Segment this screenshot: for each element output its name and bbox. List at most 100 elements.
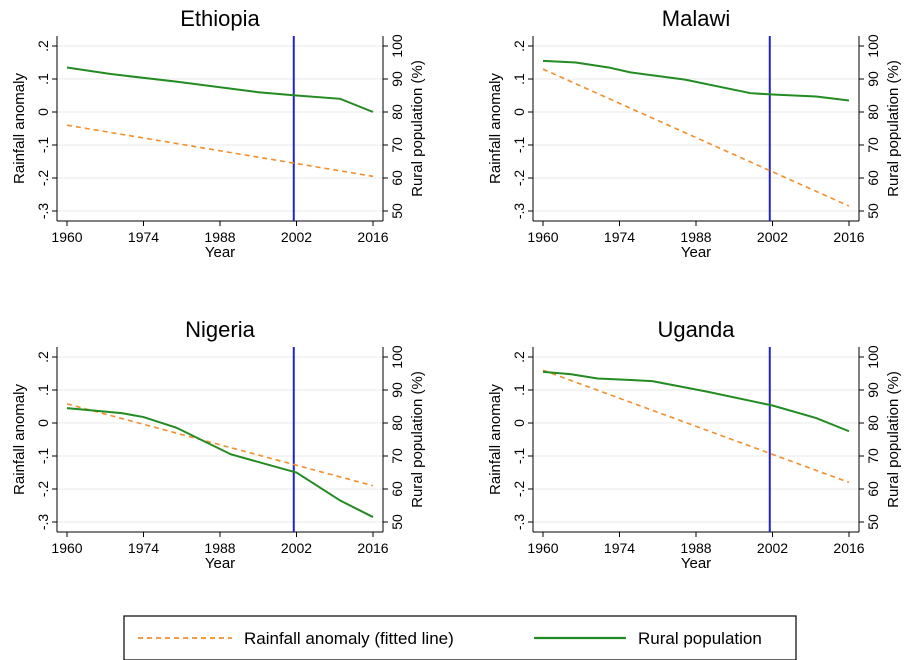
rainfall-anomaly-line: [66, 403, 374, 487]
x-tick-label: 2016: [833, 229, 864, 245]
y-axis-right-title: Rural population (%): [409, 60, 426, 197]
y-left-tick-label: -.3: [35, 514, 51, 531]
x-axis-title: Year: [205, 555, 235, 572]
rural-population-line: [66, 407, 374, 518]
x-tick-label: 1988: [204, 229, 235, 245]
panel-nigeria: .2 .1 0 -.1 -.2 -.3 100 90 80 70 60 50 1960 1974 1988 2…: [11, 317, 426, 572]
rural-population-line: [542, 370, 850, 433]
panel-title: Malawi: [662, 6, 730, 31]
y-right-tick-label: 50: [389, 514, 405, 530]
panel-uganda: .2 .1 0 -.1 -.2 -.3 100 90 80 70 60 50 1960 1974 1988 2…: [487, 317, 902, 572]
y-right-tick-label: 90: [865, 382, 881, 398]
x-tick-label: 1974: [128, 540, 159, 556]
x-tick-label: 1974: [604, 229, 635, 245]
y-left-tick-label: -.1: [35, 448, 51, 465]
y-right-tick-label: 80: [865, 415, 881, 431]
y-left-tick-label: -.2: [511, 481, 527, 498]
x-tick-label: 1960: [527, 540, 558, 556]
x-axis-title: Year: [681, 244, 711, 261]
y-left-tick-label: -.2: [35, 170, 51, 187]
rainfall-anomaly-line: [66, 124, 374, 178]
x-tick-label: 1960: [527, 229, 558, 245]
y-left-tick-label: 0: [35, 108, 51, 116]
y-left-tick-label: -.3: [511, 203, 527, 220]
y-right-tick-label: 90: [389, 71, 405, 87]
y-left-tick-label: .2: [35, 351, 51, 363]
y-axis-left-title: Rainfall anomaly: [487, 73, 504, 184]
y-right-tick-label: 60: [389, 481, 405, 497]
y-left-tick-label: .1: [511, 73, 527, 85]
panel-title: Uganda: [657, 317, 735, 342]
y-right-tick-label: 70: [865, 137, 881, 153]
y-right-tick-label: 90: [865, 71, 881, 87]
legend: Rainfall anomaly (fitted line) Rural popu…: [123, 615, 797, 660]
y-left-tick-label: -.1: [511, 137, 527, 154]
y-left-tick-label: .2: [511, 351, 527, 363]
y-right-tick-label: 60: [865, 170, 881, 186]
x-tick-label: 2002: [757, 540, 788, 556]
rural-population-line: [66, 66, 374, 113]
y-right-tick-label: 70: [865, 448, 881, 464]
rural-population-line: [542, 59, 850, 102]
x-tick-label: 1988: [680, 229, 711, 245]
y-left-tick-label: -.1: [35, 137, 51, 154]
y-left-tick-label: -.3: [35, 203, 51, 220]
panel-ethiopia: .2 .1 0 -.1 -.2 -.3 100 90 80 70 60 50 1960 1974 1988 2…: [11, 6, 426, 261]
y-right-tick-label: 80: [389, 104, 405, 120]
x-tick-label: 2016: [357, 540, 388, 556]
x-tick-label: 2016: [833, 540, 864, 556]
y-left-tick-label: -.1: [511, 448, 527, 465]
legend-rural-label: Rural population: [638, 629, 762, 648]
legend-box: [123, 615, 797, 660]
rainfall-anomaly-line: [542, 369, 850, 484]
y-left-tick-label: .2: [35, 40, 51, 52]
x-tick-label: 2002: [757, 229, 788, 245]
y-right-tick-label: 100: [389, 34, 405, 58]
legend-rainfall-label: Rainfall anomaly (fitted line): [244, 629, 454, 648]
panel-malawi: .2 .1 0 -.1 -.2 -.3 100 90 80 70 60 50 1960 1974 1988 2…: [487, 6, 902, 261]
y-axis-right-title: Rural population (%): [885, 371, 902, 508]
y-left-tick-label: -.3: [511, 514, 527, 531]
y-axis-left-title: Rainfall anomaly: [487, 384, 504, 495]
y-axis-left-title: Rainfall anomaly: [11, 73, 28, 184]
y-right-tick-label: 100: [865, 34, 881, 58]
y-left-tick-label: 0: [35, 419, 51, 427]
y-left-tick-label: .1: [511, 384, 527, 396]
x-tick-label: 1960: [51, 540, 82, 556]
y-right-tick-label: 50: [865, 203, 881, 219]
x-tick-label: 1974: [604, 540, 635, 556]
x-tick-label: 1960: [51, 229, 82, 245]
x-tick-label: 2002: [281, 540, 312, 556]
y-axis-left-title: Rainfall anomaly: [11, 384, 28, 495]
y-right-tick-label: 60: [865, 481, 881, 497]
x-axis-title: Year: [205, 244, 235, 261]
y-right-tick-label: 90: [389, 382, 405, 398]
y-right-tick-label: 50: [389, 203, 405, 219]
y-left-tick-label: -.2: [511, 170, 527, 187]
y-left-tick-label: .1: [35, 73, 51, 85]
y-left-tick-label: 0: [511, 108, 527, 116]
y-right-tick-label: 60: [389, 170, 405, 186]
y-right-tick-label: 50: [865, 514, 881, 530]
x-tick-label: 1988: [680, 540, 711, 556]
y-right-tick-label: 70: [389, 448, 405, 464]
y-right-tick-label: 70: [389, 137, 405, 153]
y-left-tick-label: -.2: [35, 481, 51, 498]
x-tick-label: 1988: [204, 540, 235, 556]
y-right-tick-label: 80: [389, 415, 405, 431]
x-axis-title: Year: [681, 555, 711, 572]
panel-title: Ethiopia: [180, 6, 260, 31]
y-axis-right-title: Rural population (%): [409, 371, 426, 508]
y-left-tick-label: 0: [511, 419, 527, 427]
x-tick-label: 2002: [281, 229, 312, 245]
y-axis-right-title: Rural population (%): [885, 60, 902, 197]
y-left-tick-label: .2: [511, 40, 527, 52]
x-tick-label: 2016: [357, 229, 388, 245]
panel-title: Nigeria: [185, 317, 255, 342]
y-right-tick-label: 100: [865, 345, 881, 369]
y-right-tick-label: 100: [389, 345, 405, 369]
rainfall-anomaly-line: [542, 68, 850, 207]
y-left-tick-label: .1: [35, 384, 51, 396]
x-tick-label: 1974: [128, 229, 159, 245]
